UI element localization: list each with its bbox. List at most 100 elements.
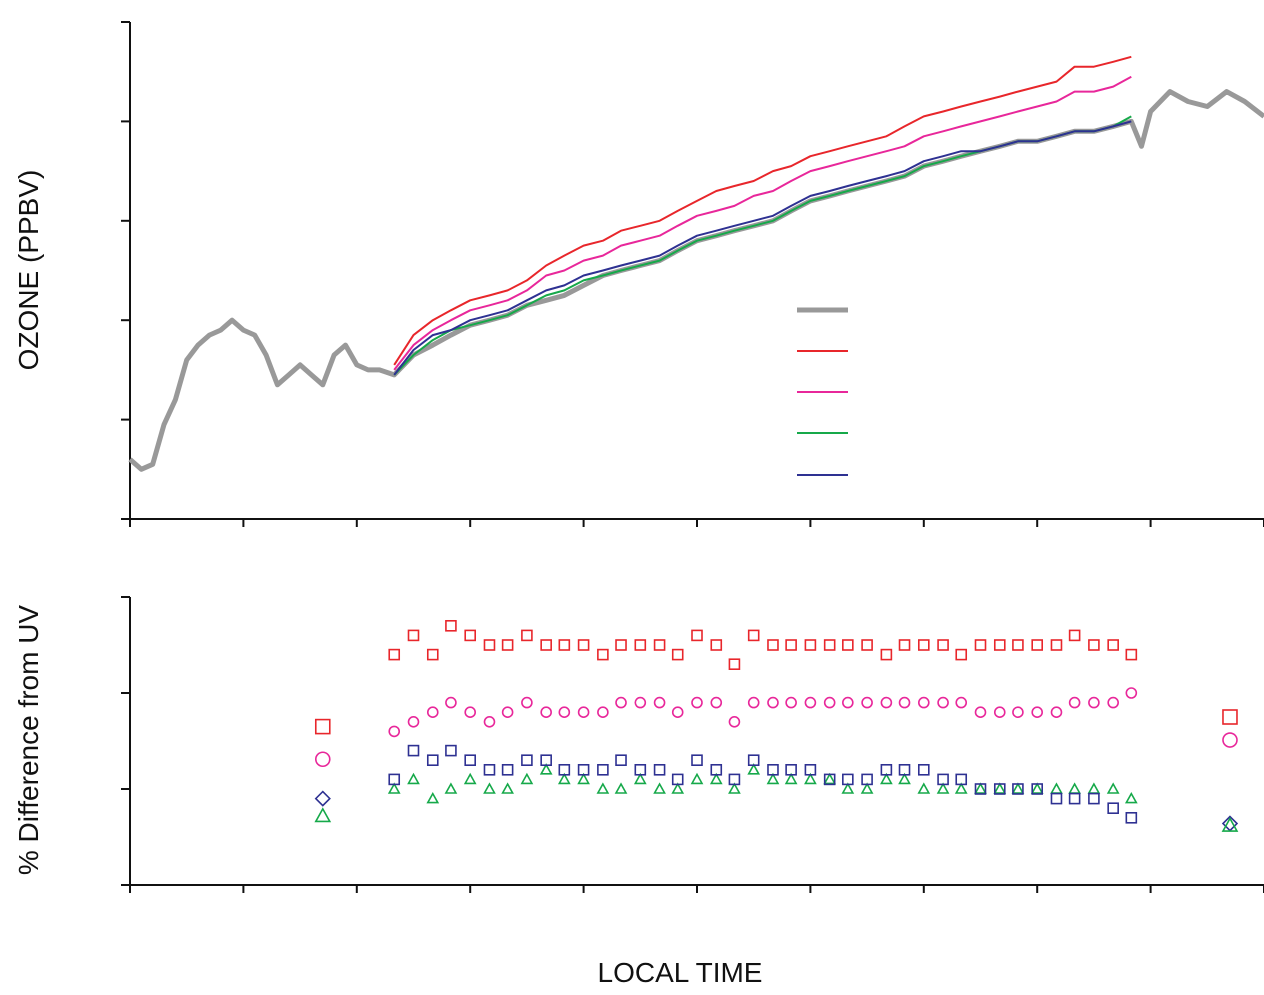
data-point-square [898,639,911,651]
data-point-square [1068,792,1081,805]
bottom-y-axis-title: % Difference from UV [13,605,44,876]
data-point-square [1068,629,1081,642]
data-point-circle [937,696,949,709]
data-point-triangle [614,782,628,794]
data-point-circle [747,696,760,709]
data-point-square [974,639,987,651]
data-point-square [691,629,703,642]
data-point-triangle [671,782,685,794]
data-point-triangle [1087,782,1101,794]
data-point-square [314,718,331,735]
data-point-circle [615,696,627,709]
data-point-square [861,773,873,786]
data-point-triangle [841,782,855,794]
data-point-triangle [483,782,496,794]
data-point-triangle [784,772,798,785]
data-point-circle [710,696,723,709]
data-point-triangle [690,772,704,785]
data-point-square [823,773,836,786]
data-point-square [558,639,571,651]
series-line-ki-4 [393,120,1132,376]
scatter-series-8 [1222,709,1238,725]
data-point-square [1125,811,1138,824]
data-point-triangle [1030,782,1044,794]
data-point-square [861,639,873,651]
data-point-circle [955,696,968,709]
data-point-square [671,648,684,661]
data-point-square [747,754,760,767]
data-point-triangle [407,772,420,785]
data-point-triangle [917,782,931,794]
data-point-triangle [653,782,666,794]
top-panel-ozone-ppbv [121,21,1264,527]
data-point-square [710,763,723,776]
data-point-triangle [577,772,590,785]
data-point-triangle [954,782,968,794]
data-point-square [407,744,420,757]
data-point-circle [671,706,684,719]
data-point-square [1088,792,1100,805]
data-point-square [880,763,893,776]
data-point-square [710,639,723,651]
series-line-ki-3 [393,115,1132,376]
data-point-square [445,744,457,757]
legend [797,307,848,476]
data-point-square [521,754,533,767]
scatter-series-1 [388,687,1138,738]
data-point-square [842,639,854,651]
data-point-triangle [1221,816,1239,832]
data-point-triangle [1106,782,1120,794]
data-point-triangle [557,772,571,785]
data-point-triangle [728,782,741,794]
data-point-square [426,648,439,661]
data-point-triangle [314,807,332,823]
data-point-circle [540,706,552,719]
data-point-circle [407,715,420,728]
data-point-triangle [1068,782,1081,794]
data-point-square [634,639,647,651]
data-point-square [464,629,477,642]
data-point-square [728,658,741,671]
data-point-square [388,648,401,661]
data-point-square [747,629,760,642]
data-point-square [1031,639,1043,651]
scatter-series-7 [314,807,332,823]
data-point-square [993,783,1006,795]
data-point-square [464,754,477,767]
data-point-circle [880,696,893,709]
data-point-diamond [314,790,331,807]
data-point-triangle [860,782,874,794]
data-point-square [483,763,496,776]
data-point-circle [917,696,930,709]
scatter-series-9 [1222,732,1238,748]
data-point-square [501,639,514,651]
data-point-circle [1107,696,1119,709]
scatter-series-2 [387,763,1138,804]
data-point-circle [767,696,779,709]
data-point-circle [1222,732,1238,748]
data-point-square [1125,648,1138,661]
series-line-ki-2 [393,75,1132,371]
bottom-panel-percent-difference [121,596,1264,893]
data-point-triangle [1124,791,1138,804]
data-point-square [653,763,666,776]
data-point-square [691,754,703,767]
data-point-triangle [1011,782,1025,794]
series-line-uv-ozone-monitor [128,89,1264,472]
data-point-circle [1125,687,1138,699]
data-point-circle [785,696,797,709]
data-point-triangle [520,772,534,785]
data-point-square [577,763,590,776]
data-point-square [804,639,817,651]
data-point-circle [653,696,666,709]
data-point-square [426,754,439,767]
data-point-square [615,754,627,767]
data-point-circle [1050,706,1063,719]
data-point-circle [993,706,1006,719]
data-point-square [540,639,552,651]
data-point-circle [1068,696,1081,709]
data-point-circle [974,706,987,719]
data-point-square [898,763,911,776]
scatter-series-11 [1221,816,1239,832]
